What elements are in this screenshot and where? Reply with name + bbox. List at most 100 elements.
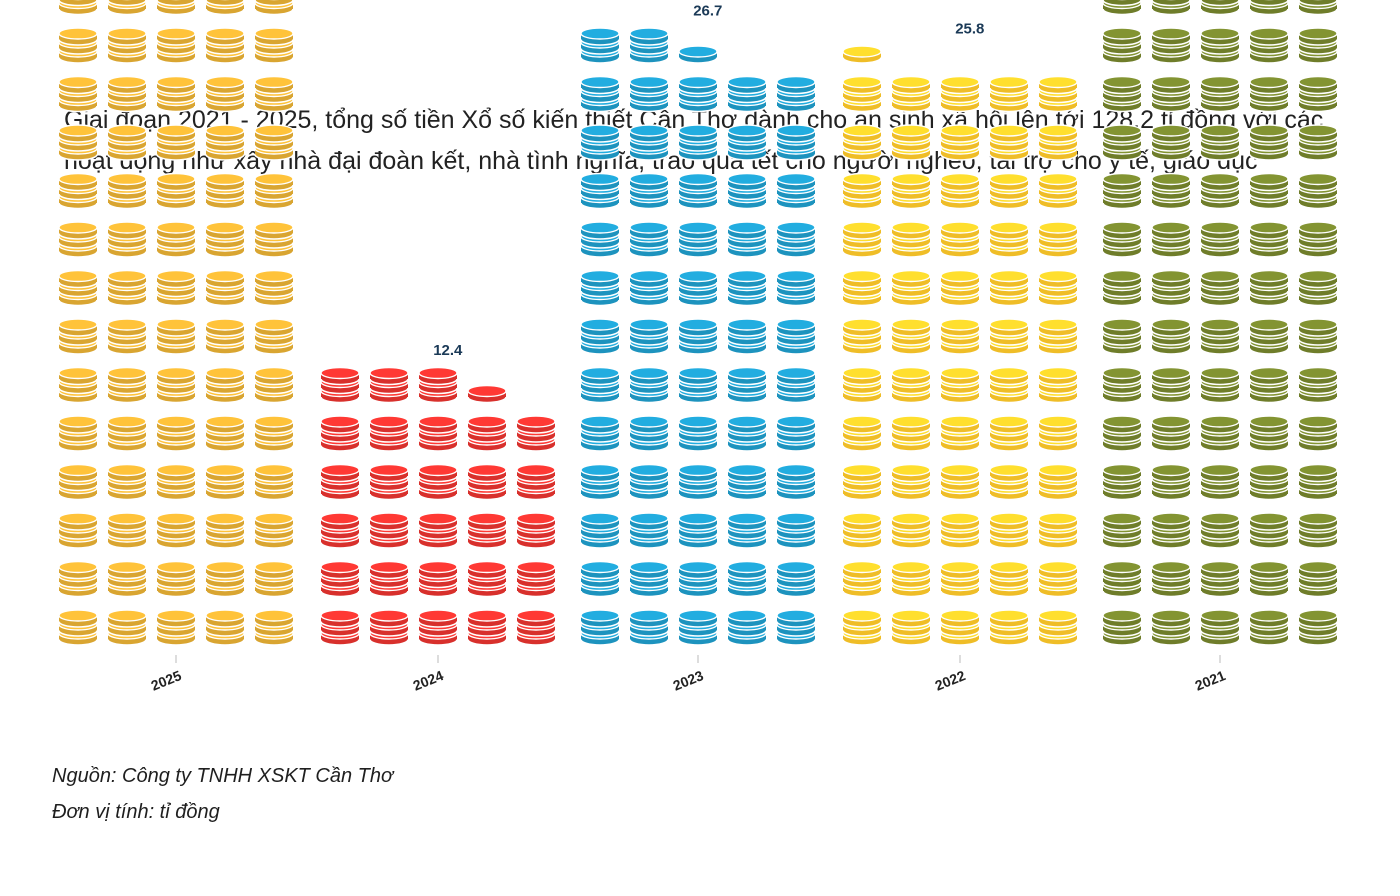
coin-stack [1102,560,1142,598]
coin-stack [418,463,458,501]
coin-stack [629,27,669,64]
coin-stack [842,415,882,452]
coin-stack [940,366,980,404]
coin-stack [1038,366,1078,404]
coin-stack [1200,269,1240,307]
coin-stack [254,366,294,404]
coin-stack [629,318,669,355]
coin-stack [1102,221,1142,258]
coin-stack [1249,269,1289,307]
coin-stack [1298,512,1338,549]
coin-stack [205,27,245,64]
coin-stack [1038,609,1078,646]
coin-stack [776,415,816,452]
coin-stack [1151,609,1191,646]
coin-stack [205,318,245,355]
coin-stack [205,366,245,404]
coin-stack [842,221,882,258]
coin-stack [727,415,767,452]
coin-stack [205,512,245,549]
coin-stack [1298,366,1338,404]
coin-stack [1200,27,1240,64]
coin-stack [891,172,931,210]
coin-stack [1298,463,1338,501]
coin-stack [1249,221,1289,258]
coin-stack [1249,124,1289,161]
coin-stack [1249,27,1289,64]
coin-stack [1249,318,1289,355]
coin-stack [1102,512,1142,549]
coin-stack [776,124,816,161]
coin-stack [58,318,98,355]
coin-stack [1298,124,1338,161]
coin-stack [580,609,620,646]
coin-stack [1038,172,1078,210]
coin-stack [989,75,1029,113]
coin-stack [58,172,98,210]
coin-stack [254,172,294,210]
coin-stack [1151,75,1191,113]
coin-stack [58,124,98,161]
coin-stack [1298,560,1338,598]
x-tick-label: 2025 [149,667,184,694]
coin-stack [989,318,1029,355]
coin-stack [727,124,767,161]
coin-stack [320,415,360,452]
coin-stack [629,512,669,549]
coin-stack [107,512,147,549]
coin-stack [727,221,767,258]
coin-stack [1249,560,1289,598]
coin-stack [1038,221,1078,258]
coin-stack [940,560,980,598]
coin-stack [254,269,294,307]
coin-stack [1200,415,1240,452]
coin-stack [418,415,458,452]
coin-stack [1102,415,1142,452]
coin-stack [678,512,718,549]
coin-stack [205,221,245,258]
coin-stack [842,318,882,355]
coin-stack [1249,366,1289,404]
coin-stack [369,415,409,452]
coin-stack [629,560,669,598]
coin-stack [1151,463,1191,501]
coin-stack [891,269,931,307]
coin-stack [58,269,98,307]
coin-stack [107,221,147,258]
coin-stack [940,269,980,307]
coin-stack [580,366,620,404]
coin-stack [254,221,294,258]
coin-stack [205,560,245,598]
coin-stack [891,75,931,113]
coin-stack [254,463,294,501]
coin-stack [156,366,196,404]
coin-stack [156,75,196,113]
coin-stack [989,172,1029,210]
data-label: 26.7 [693,3,722,20]
coin-stack [678,45,718,64]
coin-stack [107,609,147,646]
coin-stack [1249,609,1289,646]
coin-stack [989,366,1029,404]
coin-stack [107,0,147,16]
coin-stack [989,269,1029,307]
coin-stack [58,463,98,501]
coin-stack [1298,415,1338,452]
coin-stack [1038,560,1078,598]
coin-stack [580,269,620,307]
coin-stack [891,560,931,598]
coin-stack [842,463,882,501]
coin-stack [1200,609,1240,646]
coin-stack [58,75,98,113]
coin-stack [727,366,767,404]
coin-stack [776,512,816,549]
coin-stack [58,27,98,64]
coin-stack [891,366,931,404]
coin-stack [156,269,196,307]
coin-stack [58,560,98,598]
x-tick-label: 2022 [933,667,968,694]
coin-stack [467,415,507,452]
coin-stack [629,609,669,646]
coin-stack [1249,463,1289,501]
coin-stack [580,318,620,355]
